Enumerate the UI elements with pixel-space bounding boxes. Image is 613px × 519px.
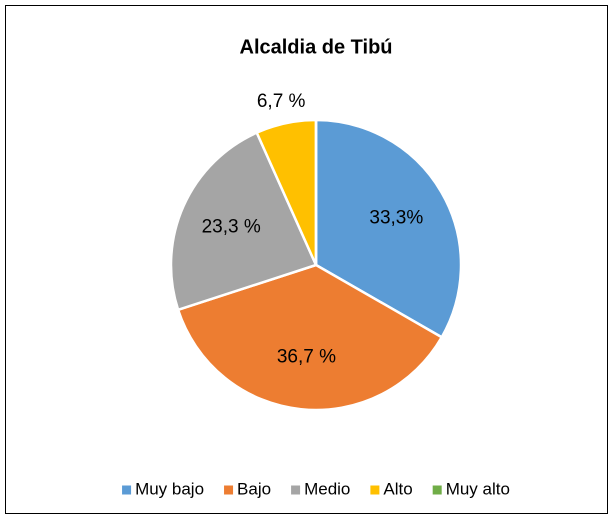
data-label: 6,7 % <box>257 91 306 112</box>
pie-slice <box>169 131 318 312</box>
legend-swatch <box>432 485 442 495</box>
data-label: 36,7 % <box>277 346 336 367</box>
legend-label: Bajo <box>237 479 271 498</box>
pie-slice <box>176 263 444 412</box>
legend-swatch <box>224 485 234 495</box>
legend-label: Muy bajo <box>135 479 204 498</box>
legend-swatch <box>370 485 380 495</box>
data-label: 23,3 % <box>202 216 261 237</box>
legend-swatch <box>122 485 132 495</box>
pie-slice <box>314 118 463 339</box>
legend-label: Muy alto <box>446 479 510 498</box>
data-label: 33,3% <box>369 208 423 229</box>
chart-title: Alcaldia de Tibú <box>240 36 393 58</box>
legend-label: Alto <box>383 479 412 498</box>
legend-label: Medio <box>304 479 350 498</box>
legend-swatch <box>291 485 301 495</box>
